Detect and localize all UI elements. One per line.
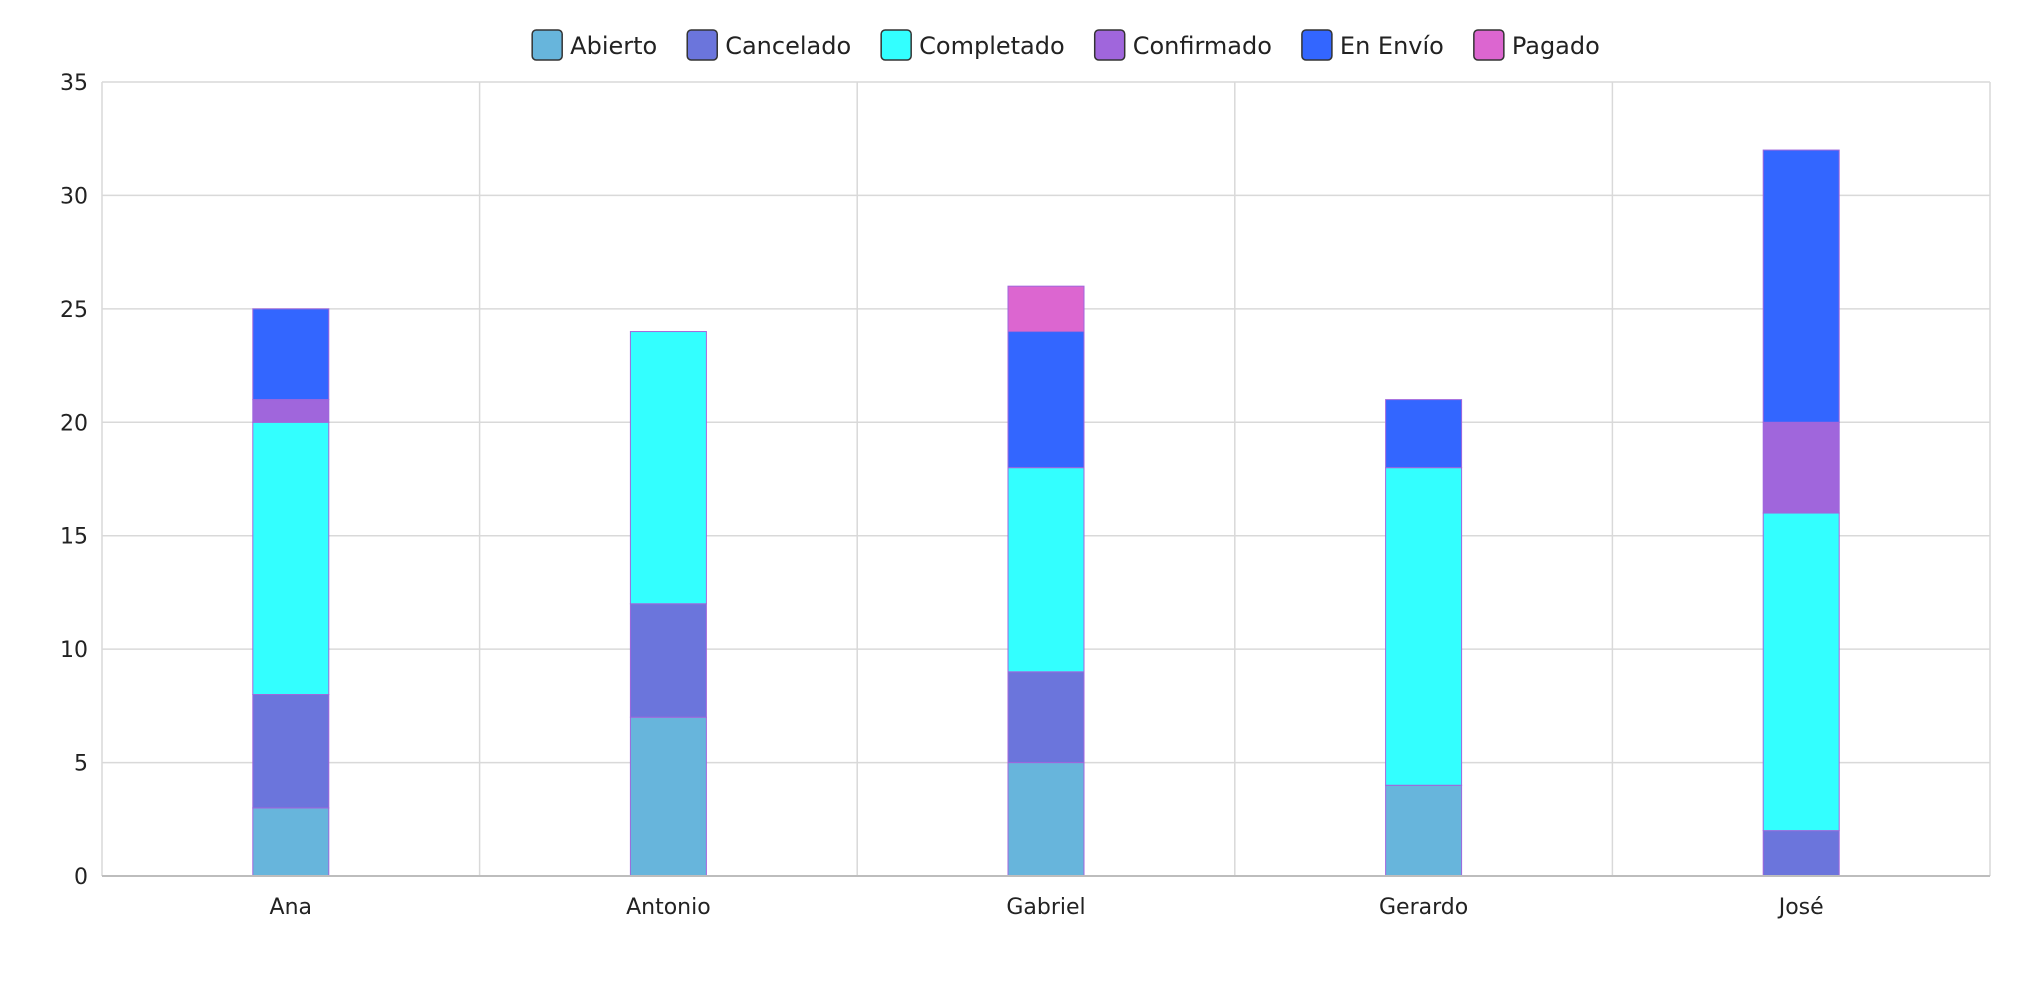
y-tick-label-30: 30 — [60, 184, 88, 209]
bar-antonio-cancelado — [629, 603, 707, 718]
bar-antonio-completado — [629, 331, 707, 605]
bar-ana-confirmado — [252, 399, 330, 423]
y-tick-label-0: 0 — [74, 865, 88, 890]
bar-gabriel-abierto — [1007, 762, 1085, 877]
x-axis-ticks: Ana Antonio Gabriel Gerardo José — [270, 895, 1824, 920]
legend-label-confirmado: Confirmado — [1133, 32, 1272, 60]
bar-jose-cancelado — [1762, 830, 1840, 877]
bar-antonio-abierto — [629, 716, 707, 877]
bar-ana-abierto — [252, 807, 330, 877]
x-tick-label-gerardo: Gerardo — [1379, 895, 1468, 920]
bar-ana-completado — [252, 421, 330, 696]
legend-swatch-completado — [880, 29, 912, 61]
legend-swatch-confirmado — [1093, 29, 1126, 61]
y-tick-label-35: 35 — [60, 71, 88, 96]
legend-swatch-pagado — [1473, 29, 1505, 61]
legend-item-confirmado: Confirmado — [1093, 29, 1272, 61]
y-tick-label-15: 15 — [60, 525, 88, 550]
legend-item-completado: Completado — [880, 29, 1065, 61]
y-tick-label-5: 5 — [74, 752, 88, 777]
legend-item-abierto: Abierto — [531, 29, 657, 61]
legend-item-cancelado: Cancelado — [686, 29, 851, 61]
bar-gabriel-pagado — [1007, 285, 1085, 333]
bar-gerardo-abierto — [1385, 784, 1463, 877]
bar-jose-completado — [1762, 512, 1840, 832]
bar-gabriel-en-envio — [1007, 331, 1085, 469]
legend-item-en-envio: En Envío — [1301, 29, 1444, 61]
y-axis-ticks: 0 5 10 15 20 25 30 35 — [60, 71, 88, 890]
x-tick-label-jose: José — [1777, 895, 1824, 920]
bar-gabriel-completado — [1007, 467, 1085, 673]
bar-gerardo-completado — [1385, 467, 1463, 786]
legend-label-completado: Completado — [919, 32, 1065, 60]
legend-label-pagado: Pagado — [1512, 32, 1600, 60]
bars — [252, 149, 1840, 877]
y-tick-label-25: 25 — [60, 298, 88, 323]
legend-label-abierto: Abierto — [570, 32, 657, 60]
legend-swatch-abierto — [531, 29, 563, 61]
legend-label-cancelado: Cancelado — [725, 32, 851, 60]
y-tick-label-20: 20 — [60, 411, 88, 436]
bar-ana-cancelado — [252, 694, 330, 809]
bar-gabriel-cancelado — [1007, 671, 1085, 764]
x-tick-label-gabriel: Gabriel — [1006, 895, 1085, 920]
legend-swatch-cancelado — [686, 29, 718, 61]
legend: Abierto Cancelado Completado Confirmado En E… — [531, 29, 1600, 61]
bar-ana-en-envio — [252, 308, 330, 401]
bar-jose-en-envio — [1762, 149, 1840, 423]
x-tick-label-ana: Ana — [270, 895, 312, 920]
legend-swatch-en-envio — [1301, 29, 1333, 61]
legend-item-pagado: Pagado — [1473, 29, 1600, 61]
bar-gerardo-en-envio — [1385, 399, 1463, 469]
x-tick-label-antonio: Antonio — [626, 895, 711, 920]
legend-label-en-envio: En Envío — [1340, 32, 1444, 60]
bar-jose-confirmado — [1762, 421, 1840, 514]
y-tick-label-10: 10 — [60, 638, 88, 663]
